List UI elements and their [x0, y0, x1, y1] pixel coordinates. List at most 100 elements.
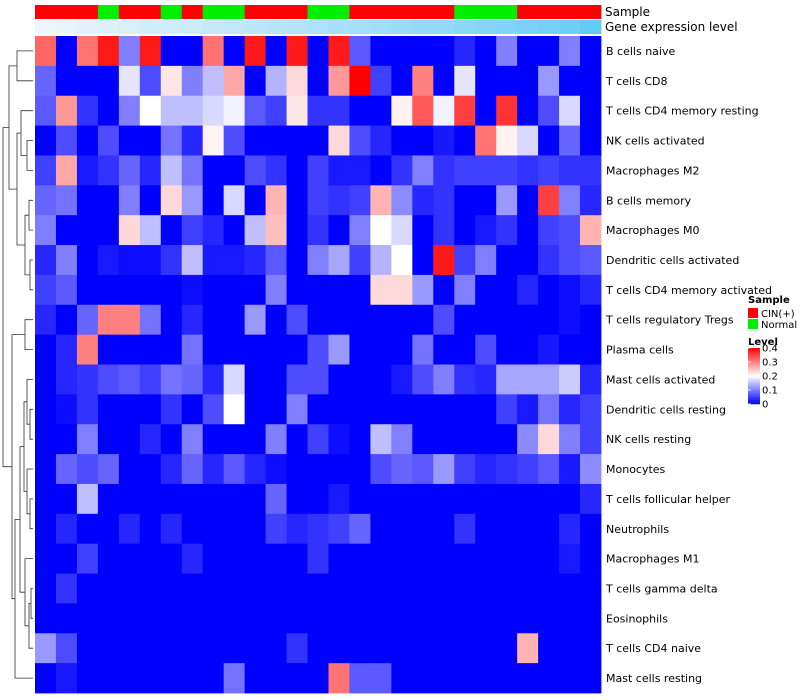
heatmap-cell	[328, 394, 350, 425]
colorbar-tick-label: 0.4	[762, 344, 778, 355]
heatmap-cell	[328, 603, 350, 634]
dendrogram-branch	[26, 140, 33, 171]
heatmap-cell	[55, 663, 78, 694]
heatmap-cell	[559, 155, 581, 186]
heatmap-cell	[139, 36, 162, 67]
heatmap-cell	[307, 483, 329, 515]
heatmap-cell	[433, 364, 455, 395]
heatmap-cell	[181, 274, 204, 306]
heatmap-cell	[286, 603, 308, 634]
heatmap-cell	[328, 424, 350, 455]
heatmap-cell	[538, 513, 560, 545]
heatmap-cell	[160, 36, 183, 67]
heatmap-cell	[118, 483, 141, 515]
heatmap-cell	[76, 274, 99, 306]
heatmap-cell	[307, 125, 329, 156]
expression-annotation-cell	[559, 20, 581, 34]
dendrogram-branch	[30, 588, 33, 619]
heatmap-cell	[370, 125, 392, 156]
heatmap-cell	[55, 274, 78, 306]
heatmap-cell	[307, 364, 329, 395]
heatmap-cell	[412, 663, 434, 694]
colorbar-segment	[748, 366, 760, 368]
heatmap-cell	[349, 364, 371, 395]
sample-annotation-cell	[160, 5, 183, 19]
heatmap-cell	[517, 36, 539, 67]
heatmap-cell	[244, 543, 266, 574]
colorbar-segment	[748, 387, 760, 389]
heatmap-cell	[370, 483, 392, 515]
heatmap-cell	[412, 334, 434, 365]
heatmap-cell	[97, 483, 120, 515]
heatmap-cell	[517, 95, 539, 126]
heatmap-cell	[391, 364, 413, 395]
heatmap-cell	[559, 185, 581, 216]
heatmap-cell	[433, 424, 455, 455]
heatmap-cell	[517, 483, 539, 515]
heatmap-cell	[118, 543, 141, 574]
heatmap-cell	[244, 185, 266, 216]
dendrogram-branch	[24, 319, 33, 350]
heatmap-cell	[328, 573, 350, 604]
row-label: Macrophages M0	[606, 224, 699, 237]
heatmap-cell	[55, 155, 78, 186]
heatmap-cell	[265, 65, 287, 97]
heatmap-cell	[580, 663, 602, 694]
heatmap-cell	[223, 483, 246, 515]
heatmap-cell	[139, 65, 162, 97]
heatmap-cell	[265, 95, 287, 126]
heatmap-cell	[433, 274, 455, 306]
legend-level-title: Level	[748, 337, 778, 348]
heatmap-cell	[97, 603, 120, 634]
heatmap-cell	[307, 394, 329, 425]
heatmap-cell	[412, 424, 434, 455]
row-label: Neutrophils	[606, 523, 669, 536]
annotation-label-expression: Gene expression level	[605, 20, 738, 34]
heatmap-cell	[538, 185, 560, 216]
heatmap-cells	[35, 36, 602, 694]
heatmap-cell	[580, 364, 602, 395]
heatmap-cell	[328, 543, 350, 574]
heatmap-cell	[160, 274, 183, 306]
dendrogram-branch	[29, 408, 33, 440]
heatmap-cell	[391, 483, 413, 515]
heatmap-cell	[412, 215, 434, 246]
heatmap-cell	[370, 663, 392, 694]
heatmap-cell	[160, 304, 183, 336]
heatmap-cell	[349, 125, 371, 156]
heatmap-cell	[433, 603, 455, 634]
heatmap-cell	[244, 633, 266, 664]
heatmap-cell	[538, 454, 560, 485]
heatmap-cell	[559, 304, 581, 336]
heatmap-cell	[559, 573, 581, 604]
heatmap-cell	[223, 125, 246, 156]
heatmap-cell	[496, 663, 518, 694]
heatmap-cell	[517, 334, 539, 365]
heatmap-cell	[454, 633, 476, 664]
heatmap-cell	[559, 364, 581, 395]
heatmap-cell	[286, 424, 308, 455]
heatmap-cell	[202, 633, 225, 664]
heatmap-cell	[76, 215, 99, 246]
dendrogram-branch	[29, 259, 33, 291]
annotation-label-sample: Sample	[605, 5, 650, 19]
heatmap-cell	[244, 245, 266, 276]
heatmap-cell	[139, 603, 162, 634]
expression-annotation-cell	[391, 20, 413, 34]
sample-annotation-cell	[265, 5, 287, 19]
heatmap-cell	[181, 483, 204, 515]
heatmap-cell	[559, 394, 581, 425]
colorbar-segment	[748, 392, 760, 395]
heatmap-cell	[181, 36, 204, 67]
heatmap-cell	[559, 215, 581, 246]
heatmap-cell	[412, 543, 434, 574]
heatmap-cell	[202, 483, 225, 515]
dendrogram-branch	[14, 519, 33, 679]
legend: Sample CIN(+) Normal Level 0.4 0.3 0.2 0.1 0	[748, 295, 797, 411]
heatmap-cell	[496, 125, 518, 156]
heatmap-cell	[97, 245, 120, 276]
expression-annotation-cell	[97, 20, 120, 34]
heatmap-cell	[286, 633, 308, 664]
heatmap-cell	[139, 364, 162, 395]
heatmap-cell	[559, 663, 581, 694]
